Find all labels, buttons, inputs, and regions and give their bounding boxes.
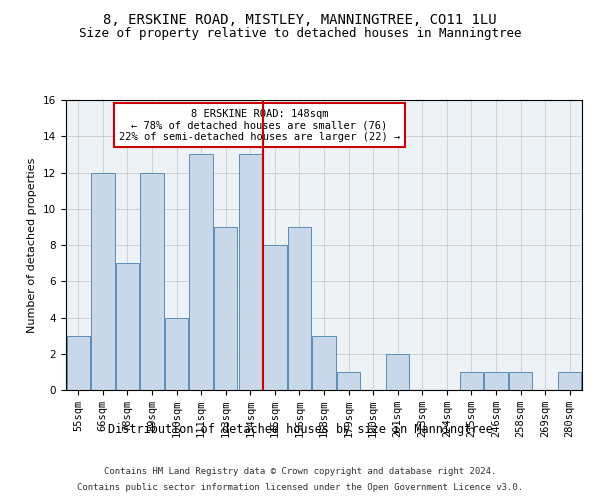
Bar — [214, 227, 238, 390]
Bar — [313, 336, 335, 390]
Bar — [67, 336, 90, 390]
Bar — [337, 372, 360, 390]
Bar — [165, 318, 188, 390]
Text: Size of property relative to detached houses in Manningtree: Size of property relative to detached ho… — [79, 28, 521, 40]
Text: 8, ERSKINE ROAD, MISTLEY, MANNINGTREE, CO11 1LU: 8, ERSKINE ROAD, MISTLEY, MANNINGTREE, C… — [103, 12, 497, 26]
Bar — [288, 227, 311, 390]
Text: Distribution of detached houses by size in Manningtree: Distribution of detached houses by size … — [107, 422, 493, 436]
Y-axis label: Number of detached properties: Number of detached properties — [28, 158, 37, 332]
Bar — [239, 154, 262, 390]
Bar — [190, 154, 213, 390]
Bar — [386, 354, 409, 390]
Bar — [509, 372, 532, 390]
Bar — [263, 245, 287, 390]
Bar — [558, 372, 581, 390]
Bar — [484, 372, 508, 390]
Bar — [140, 172, 164, 390]
Bar — [116, 263, 139, 390]
Text: Contains HM Land Registry data © Crown copyright and database right 2024.: Contains HM Land Registry data © Crown c… — [104, 468, 496, 476]
Bar — [91, 172, 115, 390]
Text: 8 ERSKINE ROAD: 148sqm
← 78% of detached houses are smaller (76)
22% of semi-det: 8 ERSKINE ROAD: 148sqm ← 78% of detached… — [119, 108, 400, 142]
Bar — [460, 372, 483, 390]
Text: Contains public sector information licensed under the Open Government Licence v3: Contains public sector information licen… — [77, 482, 523, 492]
